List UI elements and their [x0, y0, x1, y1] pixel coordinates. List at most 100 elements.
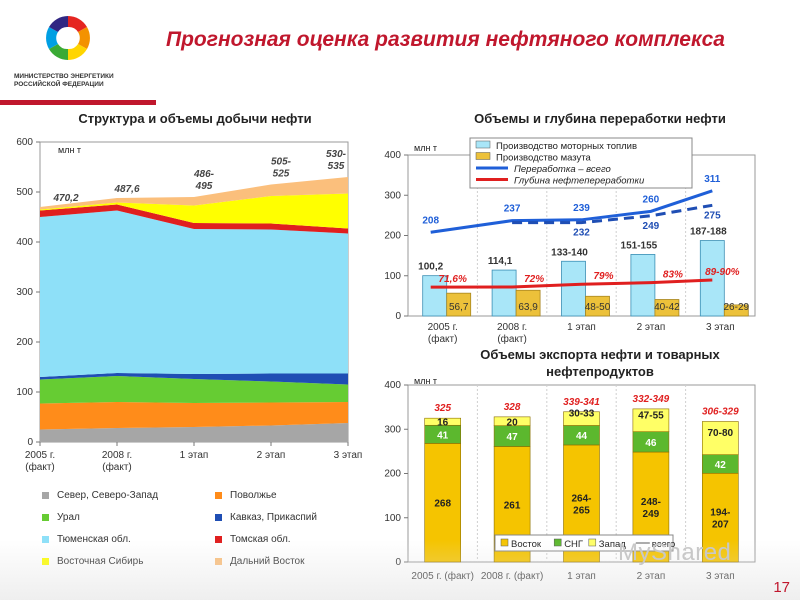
export-segment-label: 194-207 — [710, 508, 730, 531]
production-x-tick-label: 2 этап — [257, 450, 286, 461]
export-bar-Запад — [563, 411, 600, 426]
legend-label: Тюменская обл. — [57, 534, 131, 545]
header-accent-bar — [0, 100, 156, 105]
refining-y-tick-label: 0 — [395, 311, 401, 322]
refining-legend-swatch — [475, 140, 491, 149]
export-y-tick-label: 400 — [384, 380, 401, 391]
production-area-3 — [40, 373, 348, 385]
legend-swatch — [42, 491, 49, 499]
refining-mazut-label: 48-50 — [585, 302, 611, 313]
production-y-axis-unit: млн т — [58, 145, 81, 155]
production-chart-title: Структура и объемы добычи нефти — [78, 111, 312, 126]
export-segment-label: 268 — [434, 499, 451, 510]
production-legend-item: Север, Северо-Запад — [42, 489, 158, 503]
refining-motor-bar — [630, 254, 656, 317]
export-y-tick-label: 300 — [384, 424, 401, 435]
export-y-tick-label: 200 — [384, 469, 401, 480]
legend-swatch — [42, 535, 49, 543]
production-area-4 — [40, 210, 348, 377]
production-total-label: 486-495 — [193, 169, 215, 192]
refining-legend-label: Переработка – всего — [514, 164, 611, 175]
export-segment-label: 42 — [715, 460, 727, 471]
production-area-7 — [40, 177, 348, 210]
refining-depth-label: 89-90% — [705, 267, 740, 278]
refining-x-tick-label: 1 этап — [567, 322, 596, 333]
legend-swatch — [215, 535, 222, 543]
production-y-tick-label: 200 — [16, 337, 33, 348]
export-segment-label: 46 — [645, 438, 657, 449]
export-total-label: 328 — [504, 402, 521, 413]
refining-legend: Производство моторных топливПроизводство… — [469, 137, 693, 189]
refining-motor-bar — [422, 275, 448, 317]
production-area-chart: 0 100 200 300 400 500 600 млн т 2005 г. (факт) 200… — [16, 137, 363, 473]
refining-motor-label: 187-188 — [690, 227, 727, 238]
legend-label: Север, Северо-Запад — [57, 490, 159, 501]
production-legend-item: Поволжье — [215, 489, 277, 503]
refining-mazut-label: 40-42 — [654, 302, 680, 313]
refining-x-tick-label: 2005 г. (факт) — [428, 322, 458, 345]
refining-dashed-label: 249 — [643, 221, 660, 232]
refining-total-label: 237 — [504, 204, 521, 215]
export-total-label: 325 — [434, 403, 451, 414]
refining-total-label: 208 — [422, 215, 439, 226]
production-x-tick-label: 2008 г. (факт) — [102, 450, 132, 473]
refining-total-label: 311 — [704, 174, 721, 185]
refining-depth-label: 71,6% — [439, 274, 467, 285]
refining-motor-bar — [561, 260, 586, 317]
refining-motor-label: 133-140 — [551, 247, 588, 258]
export-segment-label: 264-265 — [571, 493, 591, 516]
production-area-6 — [40, 193, 348, 229]
legend-label: Кавказ, Прикаспий — [230, 512, 317, 523]
production-y-tick-label: 400 — [16, 237, 33, 248]
refining-depth-line — [430, 278, 713, 289]
refining-depth-label: 83% — [663, 270, 683, 281]
production-y-tick-label: 0 — [27, 437, 33, 448]
legend-swatch — [215, 513, 222, 521]
refining-mazut-label: 63,9 — [518, 302, 538, 313]
export-segment-label: 30-33 — [569, 409, 595, 420]
refining-bar-chart: 0 100 200 300 400 млн т 100,2 56,7 2005 г. (факт)… — [384, 137, 756, 345]
production-y-tick-label: 100 — [16, 387, 33, 398]
refining-legend-label: Производство мазута — [496, 153, 592, 164]
production-area-0 — [40, 423, 348, 442]
ministry-name: МИНИСТЕРСТВО ЭНЕРГЕТИКИ РОССИЙСКОЙ ФЕДЕР… — [14, 73, 114, 88]
export-segment-label: 47 — [507, 432, 519, 443]
legend-label: Томская обл. — [230, 534, 291, 545]
export-segment-label: 248-249 — [641, 497, 661, 520]
refining-depth-label: 72% — [524, 274, 544, 285]
export-y-tick-label: 100 — [384, 513, 401, 524]
production-y-tick-label: 300 — [16, 287, 33, 298]
legend-label: Урал — [57, 512, 80, 523]
refining-legend-swatch — [475, 152, 491, 160]
export-y-axis-unit: млн т — [414, 376, 437, 386]
refining-x-tick-label: 3 этап — [706, 322, 735, 333]
export-segment-label: 261 — [504, 500, 521, 511]
export-segment-label: 70-80 — [708, 428, 734, 439]
logo-ring-icon — [46, 16, 90, 60]
ministry-logo — [44, 14, 92, 62]
watermark: MyShared — [618, 539, 732, 566]
refining-motor-bar — [699, 240, 725, 317]
refining-y-axis-unit: млн т — [414, 143, 437, 153]
export-segment-label: 47-55 — [638, 410, 664, 421]
refining-legend-label: Глубина нефтепереработки — [514, 176, 645, 187]
legend-label: Поволжье — [230, 490, 277, 501]
refining-dashed-label: 275 — [704, 210, 721, 221]
export-bar-Запад — [632, 408, 670, 432]
refining-mazut-bar — [446, 292, 472, 317]
export-chart-title: Объемы экспорта нефти и товарных нефтепр… — [480, 347, 720, 379]
refining-motor-label: 114,1 — [488, 256, 513, 267]
bottom-shade — [0, 540, 800, 600]
production-total-label: 487,6 — [113, 184, 139, 195]
production-x-tick-label: 3 этап — [334, 450, 363, 461]
refining-motor-label: 100,2 — [418, 262, 443, 273]
refining-total-label: 260 — [643, 194, 660, 205]
refining-motor-label: 151-155 — [621, 240, 658, 251]
refining-total-dashed-line — [512, 203, 713, 225]
export-total-label: 339-341 — [563, 397, 600, 408]
production-y-tick-label: 500 — [16, 187, 33, 198]
legend-swatch — [215, 491, 222, 499]
refining-y-tick-label: 100 — [384, 271, 401, 282]
refining-chart-title: Объемы и глубина переработки нефти — [474, 111, 726, 126]
export-bar-Запад — [424, 417, 462, 426]
